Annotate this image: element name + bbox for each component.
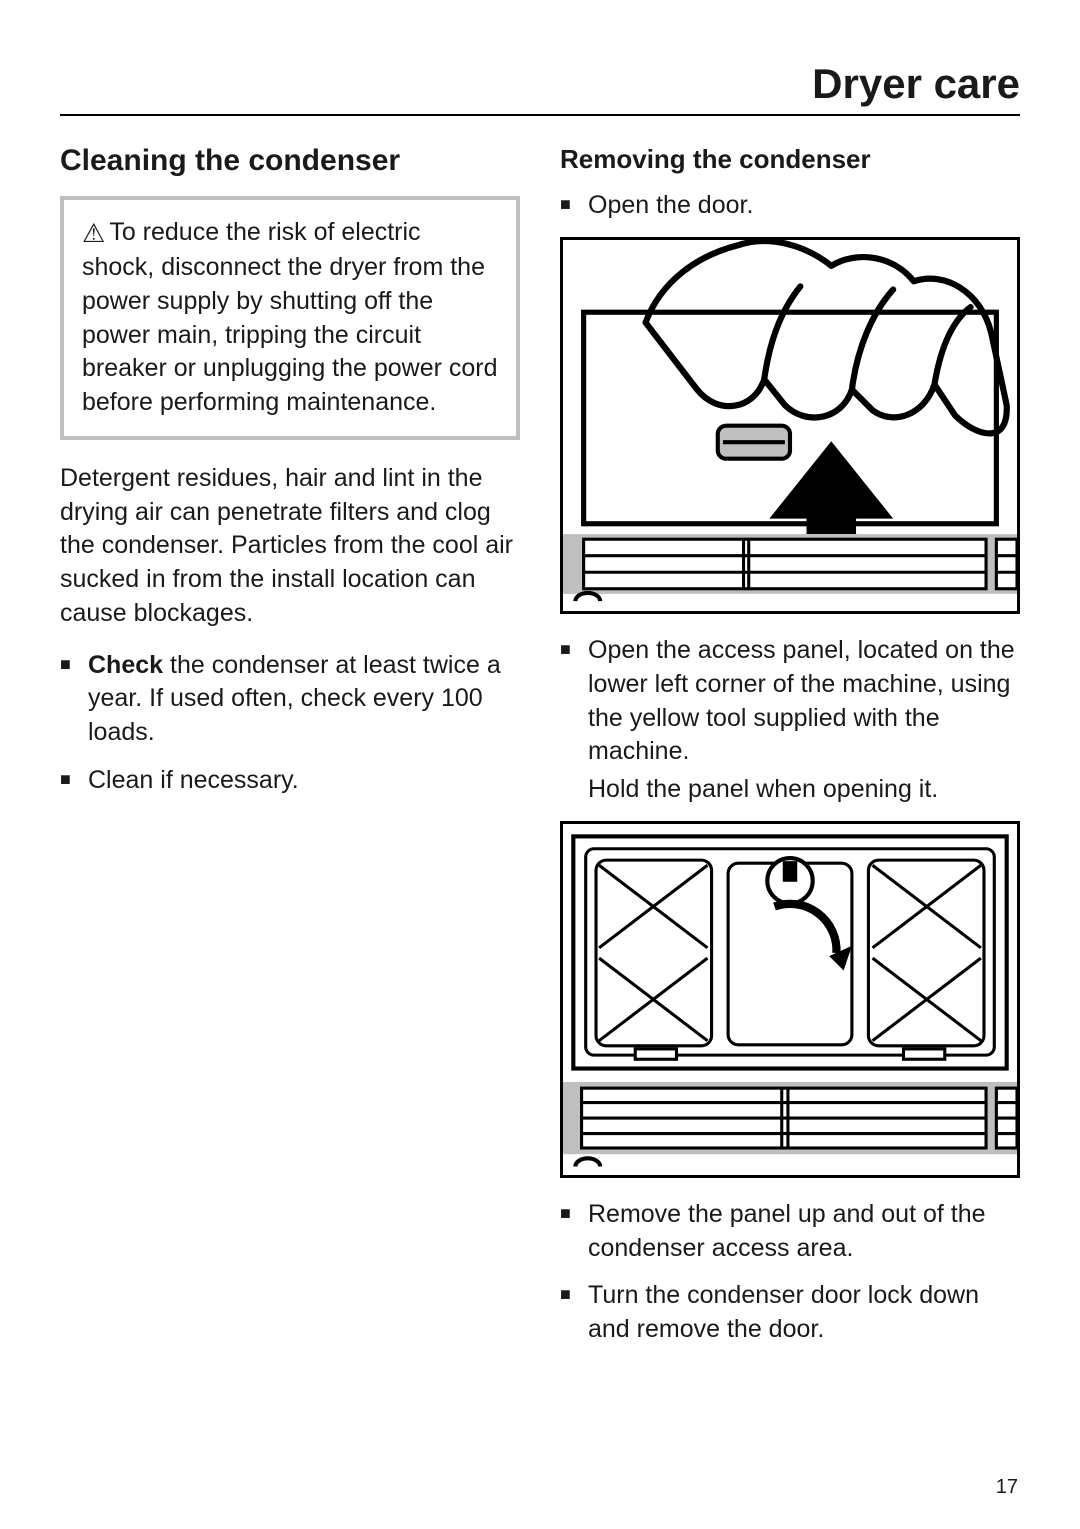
- list-item: Check the condenser at least twice a yea…: [60, 649, 520, 750]
- remove-panel-text: Remove the panel up and out of the conde…: [588, 1200, 986, 1262]
- right-list-2: Open the access panel, located on the lo…: [560, 634, 1020, 807]
- clean-text: Clean if necessary.: [88, 766, 299, 794]
- turn-lock-text: Turn the condenser door lock down and re…: [588, 1281, 979, 1343]
- open-door-text: Open the door.: [588, 191, 753, 219]
- left-column: Cleaning the condenser ⚠To reduce the ri…: [60, 144, 520, 1361]
- list-item: Open the access panel, located on the lo…: [560, 634, 1020, 807]
- page-number: 17: [996, 1476, 1018, 1499]
- two-column-layout: Cleaning the condenser ⚠To reduce the ri…: [60, 144, 1020, 1361]
- open-access-panel-text: Open the access panel, located on the lo…: [588, 636, 1015, 765]
- removing-condenser-heading: Removing the condenser: [560, 144, 1020, 175]
- hold-panel-text: Hold the panel when opening it.: [588, 773, 1020, 807]
- right-list-1: Open the door.: [560, 189, 1020, 223]
- list-item: Open the door.: [560, 189, 1020, 223]
- right-list-3: Remove the panel up and out of the conde…: [560, 1198, 1020, 1347]
- figure-condenser-lock: [560, 821, 1020, 1178]
- intro-paragraph: Detergent residues, hair and lint in the…: [60, 462, 520, 631]
- page-title: Dryer care: [60, 60, 1020, 116]
- warning-text: To reduce the risk of electric shock, di…: [82, 218, 498, 416]
- warning-box: ⚠To reduce the risk of electric shock, d…: [60, 196, 520, 440]
- list-item: Turn the condenser door lock down and re…: [560, 1279, 1020, 1347]
- left-list: Check the condenser at least twice a yea…: [60, 649, 520, 798]
- right-column: Removing the condenser Open the door.: [560, 144, 1020, 1361]
- cleaning-condenser-heading: Cleaning the condenser: [60, 144, 520, 178]
- list-item: Clean if necessary.: [60, 764, 520, 798]
- warning-icon: ⚠: [82, 218, 105, 248]
- check-bold: Check: [88, 651, 163, 679]
- list-item: Remove the panel up and out of the conde…: [560, 1198, 1020, 1266]
- figure-open-panel: [560, 237, 1020, 614]
